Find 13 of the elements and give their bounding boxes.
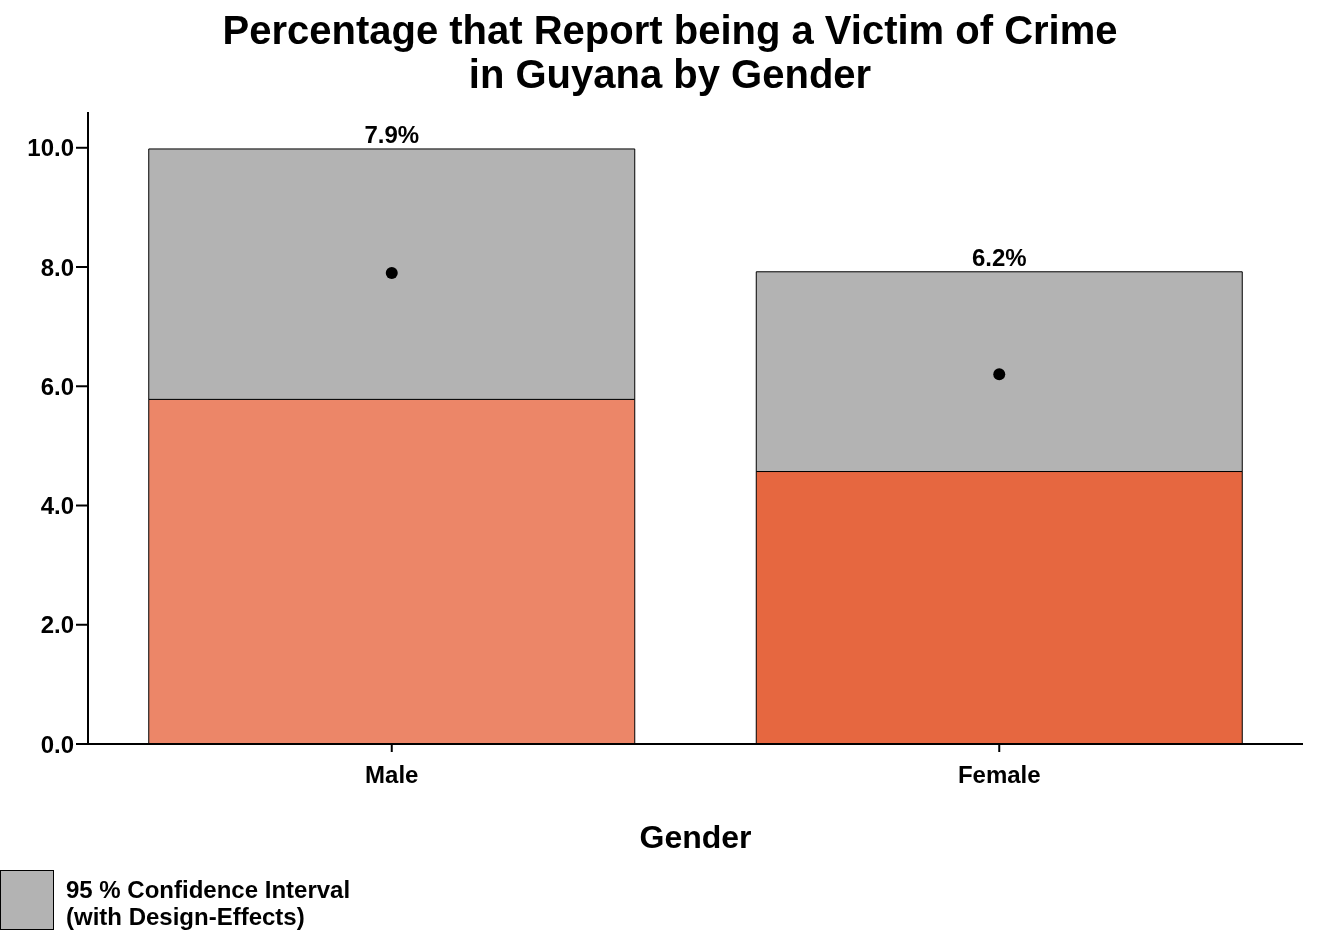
x-tick-label: Male — [365, 761, 419, 789]
x-tick-label: Female — [957, 761, 1041, 789]
y-tick-label: 10.0 — [27, 134, 74, 162]
y-tick-label: 2.0 — [40, 611, 74, 639]
y-tick-label: 8.0 — [40, 253, 74, 281]
x-axis-title: Gender — [639, 819, 752, 855]
annotation: 6.2% — [971, 243, 1027, 271]
y-tick-label: 6.0 — [40, 372, 74, 400]
y-tick-label: 0.0 — [40, 730, 74, 758]
chart-title: Percentage that Report being a Victim of Crime in Guyana by Gender — [221, 8, 1119, 98]
annotation: 7.9% — [364, 120, 420, 148]
text: 95 % Confidence Interval (with Design-Effects) — [66, 875, 352, 930]
y-tick-label: 4.0 — [40, 492, 74, 520]
